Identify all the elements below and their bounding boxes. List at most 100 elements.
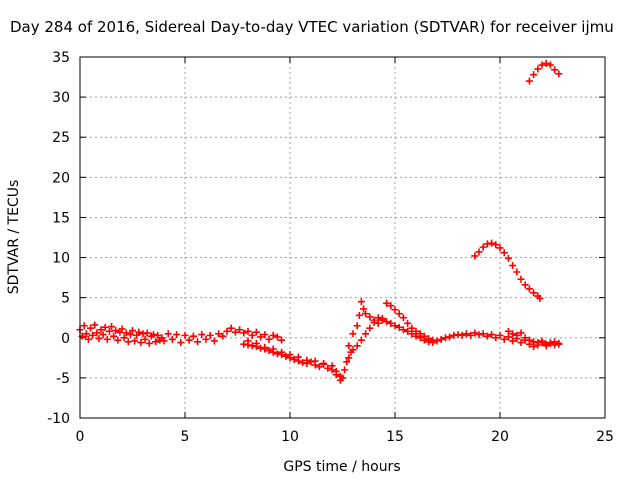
- y-tick-label: 30: [52, 90, 70, 106]
- data-point: [513, 331, 521, 339]
- data-point: [257, 344, 265, 352]
- data-point: [152, 338, 160, 346]
- data-point: [299, 359, 307, 367]
- data-point: [126, 331, 134, 339]
- data-point: [110, 332, 118, 340]
- data-point: [353, 342, 361, 350]
- data-point: [145, 339, 153, 347]
- data-point: [546, 339, 554, 347]
- y-tick-label: 35: [52, 50, 70, 66]
- data-point: [244, 337, 252, 345]
- data-point: [236, 326, 244, 334]
- data-point: [210, 337, 218, 345]
- data-point: [378, 315, 386, 323]
- y-axis-label: SDTVAR / TECUs: [6, 180, 22, 295]
- chart-title: Day 284 of 2016, Sidereal Day-to-day VTE…: [10, 18, 614, 36]
- data-point: [475, 331, 483, 339]
- series-1: [240, 314, 563, 384]
- data-point: [257, 333, 265, 341]
- data-point: [538, 337, 546, 345]
- data-point: [177, 339, 185, 347]
- data-point: [391, 322, 399, 330]
- data-point: [542, 342, 550, 350]
- data-point: [509, 330, 517, 338]
- data-point: [131, 337, 139, 345]
- data-point: [387, 319, 395, 327]
- y-tick-label: 5: [61, 291, 70, 307]
- x-tick-label: 5: [181, 429, 190, 445]
- data-point: [357, 298, 365, 306]
- data-point: [530, 71, 538, 79]
- data-point: [189, 332, 197, 340]
- data-point: [252, 328, 260, 336]
- data-point: [269, 345, 277, 353]
- data-point: [99, 331, 107, 339]
- data-point: [467, 331, 475, 339]
- data-point: [101, 323, 109, 331]
- data-point: [227, 324, 235, 332]
- data-point: [517, 275, 525, 283]
- data-point: [114, 336, 122, 344]
- data-point: [471, 252, 479, 260]
- data-point: [458, 331, 466, 339]
- data-point: [143, 329, 151, 337]
- data-point: [290, 355, 298, 363]
- data-point: [404, 327, 412, 335]
- data-point: [185, 336, 193, 344]
- data-point: [95, 335, 103, 343]
- data-point: [265, 347, 273, 355]
- y-tick-label: 10: [52, 251, 70, 267]
- data-point: [433, 337, 441, 345]
- data-point: [366, 313, 374, 321]
- data-point: [80, 322, 88, 330]
- data-point: [103, 335, 111, 343]
- data-point: [141, 335, 149, 343]
- data-point: [483, 240, 491, 248]
- data-point: [530, 289, 538, 297]
- data-point: [231, 328, 239, 336]
- data-point: [496, 331, 504, 339]
- data-point: [345, 342, 353, 350]
- data-point: [202, 335, 210, 343]
- data-point: [154, 331, 162, 339]
- data-point: [496, 244, 504, 252]
- data-point: [412, 327, 420, 335]
- data-point: [362, 330, 370, 338]
- grid: [80, 57, 605, 418]
- y-tick-label: 15: [52, 210, 70, 226]
- data-point: [355, 311, 363, 319]
- data-point: [307, 358, 315, 366]
- data-point: [219, 332, 227, 340]
- x-tick-label: 15: [386, 429, 404, 445]
- data-point: [534, 65, 542, 73]
- data-point: [139, 330, 147, 338]
- data-point: [206, 331, 214, 339]
- data-point: [135, 328, 143, 336]
- data-point: [513, 268, 521, 276]
- data-point: [286, 351, 294, 359]
- data-point: [198, 331, 206, 339]
- x-axis-label: GPS time / hours: [283, 459, 400, 475]
- data-point: [93, 329, 101, 337]
- data-point: [429, 336, 437, 344]
- data-point: [391, 306, 399, 314]
- series-4: [471, 239, 544, 302]
- x-tick-label: 0: [76, 429, 85, 445]
- series-6: [525, 59, 563, 85]
- data-point: [521, 281, 529, 289]
- data-point: [82, 330, 90, 338]
- data-point: [261, 331, 269, 339]
- data-point: [362, 310, 370, 318]
- data-point: [269, 331, 277, 339]
- data-point: [525, 285, 533, 293]
- y-tick-label: 20: [52, 170, 70, 186]
- data-point: [129, 327, 136, 335]
- data-point: [534, 339, 542, 347]
- series-2: [244, 337, 344, 380]
- data-point: [500, 335, 508, 343]
- data-point: [215, 330, 223, 338]
- data-point: [294, 353, 302, 361]
- data-point: [360, 305, 367, 313]
- data-point: [273, 333, 281, 341]
